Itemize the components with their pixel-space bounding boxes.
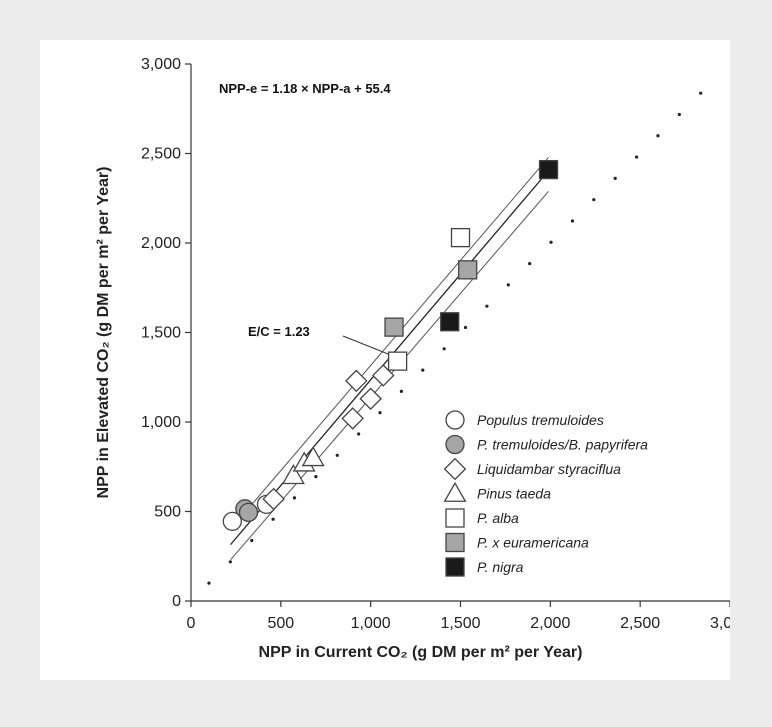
data-point (458, 260, 478, 280)
legend-marker (443, 457, 467, 481)
data-point (301, 446, 325, 467)
y-tick-label: 2,000 (141, 235, 181, 252)
one-to-one-dot (699, 91, 703, 95)
legend-label: P. alba (477, 510, 519, 526)
y-tick-label: 0 (172, 593, 181, 610)
one-to-one-dot (292, 496, 297, 500)
data-point (440, 312, 460, 332)
legend-marker (445, 410, 465, 430)
one-to-one-dot (656, 134, 660, 138)
x-tick-label: 1,500 (440, 615, 480, 632)
legend-marker (445, 434, 465, 455)
legend-marker (445, 557, 465, 577)
one-to-one-dot (271, 517, 275, 521)
x-tick-label: 2,000 (530, 615, 570, 632)
y-tick-label: 1,000 (141, 414, 181, 431)
ratio-annotation: E/C = 1.23 (248, 324, 310, 339)
one-to-one-dot (228, 560, 232, 564)
upper-confidence-line (230, 157, 549, 530)
one-to-one-dot (207, 581, 211, 585)
legend-label: Pinus taeda (477, 486, 551, 502)
legend-label: P. nigra (477, 559, 524, 575)
chart-card: 0 500 1,000 1,500 2,000 2,500 3,000 0 500 1,000 1,… (40, 40, 730, 680)
data-point (222, 511, 242, 531)
x-tick-label: 500 (267, 615, 294, 632)
ratio-arrow (342, 335, 389, 355)
data-point (387, 351, 408, 371)
one-to-one-dot (421, 368, 425, 372)
one-to-one-dot (378, 411, 382, 415)
one-to-one-dot (592, 198, 596, 202)
one-to-one-dot (399, 389, 403, 393)
one-to-one-dot (442, 347, 446, 351)
one-to-one-dot (613, 176, 617, 180)
regression-equation: NPP-e = 1.18 × NPP-a + 55.4 (219, 81, 391, 96)
y-tick-label: 1,500 (141, 325, 181, 342)
x-tick-label: 3,000 (710, 615, 730, 632)
data-point (281, 464, 305, 485)
legend-marker (443, 481, 467, 502)
legend-label: P. x euramericana (477, 535, 589, 551)
data-point (538, 159, 559, 180)
one-to-one-dot (506, 283, 510, 287)
one-to-one-dot (357, 432, 361, 436)
one-to-one-dot (549, 240, 553, 244)
data-point (262, 487, 285, 511)
x-axis-label: NPP in Current CO₂ (g DM per m² per Year… (259, 644, 583, 661)
y-tick-label: 500 (154, 504, 181, 521)
one-to-one-dot (634, 155, 639, 159)
data-point (359, 387, 382, 410)
y-axis-label: NPP in Elevated CO₂ (g DM per m² per Yea… (95, 167, 112, 499)
legend-marker (445, 508, 465, 528)
x-tick-label: 0 (187, 615, 196, 632)
one-to-one-dot (314, 474, 318, 479)
one-to-one-dot (250, 538, 254, 543)
x-tick-label: 1,000 (351, 615, 391, 632)
one-to-one-dot (335, 453, 339, 457)
x-tick-label: 2,500 (620, 615, 660, 632)
data-point (341, 407, 364, 430)
one-to-one-dot (677, 112, 681, 117)
data-point (371, 364, 395, 387)
one-to-one-dot (463, 325, 468, 330)
legend-label: P. tremuloides/B. papyrifera (477, 437, 648, 453)
data-point (238, 502, 259, 523)
scatter-chart: 0 500 1,000 1,500 2,000 2,500 3,000 0 500 1,000 1,… (95, 56, 730, 661)
legend-label: Liquidambar styraciflua (477, 461, 621, 477)
y-tick-label: 3,000 (141, 56, 181, 73)
y-tick-label: 2,500 (141, 146, 181, 163)
one-to-one-dot (485, 304, 489, 308)
data-point (384, 317, 404, 337)
legend-marker (445, 532, 465, 553)
data-point (450, 227, 471, 248)
data-point (345, 369, 368, 393)
one-to-one-dot (570, 219, 575, 223)
one-to-one-dot (528, 261, 532, 266)
legend-label: Populus tremuloides (477, 412, 604, 428)
